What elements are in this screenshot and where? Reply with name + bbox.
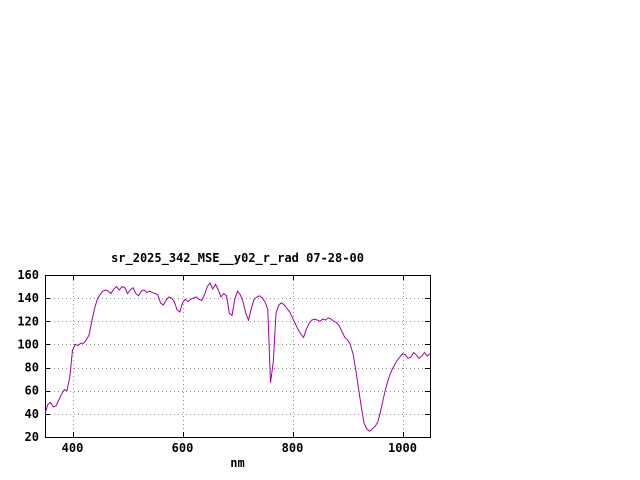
y-tick-label: 80 <box>25 361 39 375</box>
chart-title: sr_2025_342_MSE__y02_r_rad 07-28-00 <box>111 251 364 266</box>
spectrum-line <box>44 282 431 432</box>
y-tick-label: 120 <box>17 314 39 328</box>
plot-border <box>45 275 431 438</box>
y-tick-labels: 20 40 60 80 100 120 140 160 <box>17 268 39 444</box>
y-tick-label: 160 <box>17 268 39 282</box>
x-tick-labels: 400 600 800 1000 <box>62 441 417 455</box>
x-tick-label: 400 <box>62 441 84 455</box>
x-axis-label: nm <box>230 456 244 470</box>
x-tick-label: 600 <box>172 441 194 455</box>
tick-marks <box>45 275 430 438</box>
y-tick-label: 20 <box>25 430 39 444</box>
y-tick-label: 100 <box>17 337 39 351</box>
x-tick-label: 1000 <box>388 441 417 455</box>
y-tick-label: 60 <box>25 384 39 398</box>
x-tick-label: 800 <box>282 441 304 455</box>
y-tick-label: 40 <box>25 407 39 421</box>
y-tick-label: 140 <box>17 291 39 305</box>
grid-lines <box>46 276 429 436</box>
